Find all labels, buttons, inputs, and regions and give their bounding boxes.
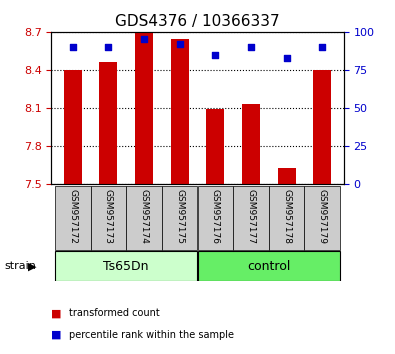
Bar [171, 40, 188, 184]
Bar [313, 70, 331, 184]
Bar [55, 186, 90, 250]
Point [141, 37, 147, 42]
Text: GSM957176: GSM957176 [211, 189, 220, 244]
Text: ■: ■ [51, 308, 62, 318]
Bar [162, 186, 198, 250]
Text: transformed count: transformed count [69, 308, 160, 318]
Point [177, 41, 183, 47]
Point [284, 55, 290, 61]
Text: strain: strain [4, 261, 36, 272]
Point [70, 44, 76, 50]
Text: ■: ■ [51, 330, 62, 339]
Bar [100, 62, 117, 184]
Bar [233, 186, 269, 250]
Bar [198, 251, 340, 281]
Point [319, 44, 325, 50]
Point [248, 44, 254, 50]
Text: GSM957173: GSM957173 [104, 189, 113, 244]
Bar [242, 104, 260, 184]
Bar [278, 167, 295, 184]
Text: GSM957174: GSM957174 [139, 189, 149, 244]
Text: control: control [247, 260, 290, 273]
Bar [55, 251, 198, 281]
Text: GSM957178: GSM957178 [282, 189, 291, 244]
Bar [90, 186, 126, 250]
Bar [269, 186, 305, 250]
Text: percentile rank within the sample: percentile rank within the sample [69, 330, 234, 339]
Text: ▶: ▶ [28, 261, 37, 272]
Bar [126, 186, 162, 250]
Point [212, 52, 218, 58]
Text: GSM957179: GSM957179 [318, 189, 327, 244]
Bar [305, 186, 340, 250]
Bar [135, 32, 153, 184]
Bar [198, 186, 233, 250]
Text: GSM957177: GSM957177 [246, 189, 256, 244]
Point [105, 44, 111, 50]
Text: GSM957175: GSM957175 [175, 189, 184, 244]
Text: Ts65Dn: Ts65Dn [103, 260, 149, 273]
Text: GSM957172: GSM957172 [68, 189, 77, 244]
Bar [64, 70, 82, 184]
Title: GDS4376 / 10366337: GDS4376 / 10366337 [115, 14, 280, 29]
Bar [207, 109, 224, 184]
